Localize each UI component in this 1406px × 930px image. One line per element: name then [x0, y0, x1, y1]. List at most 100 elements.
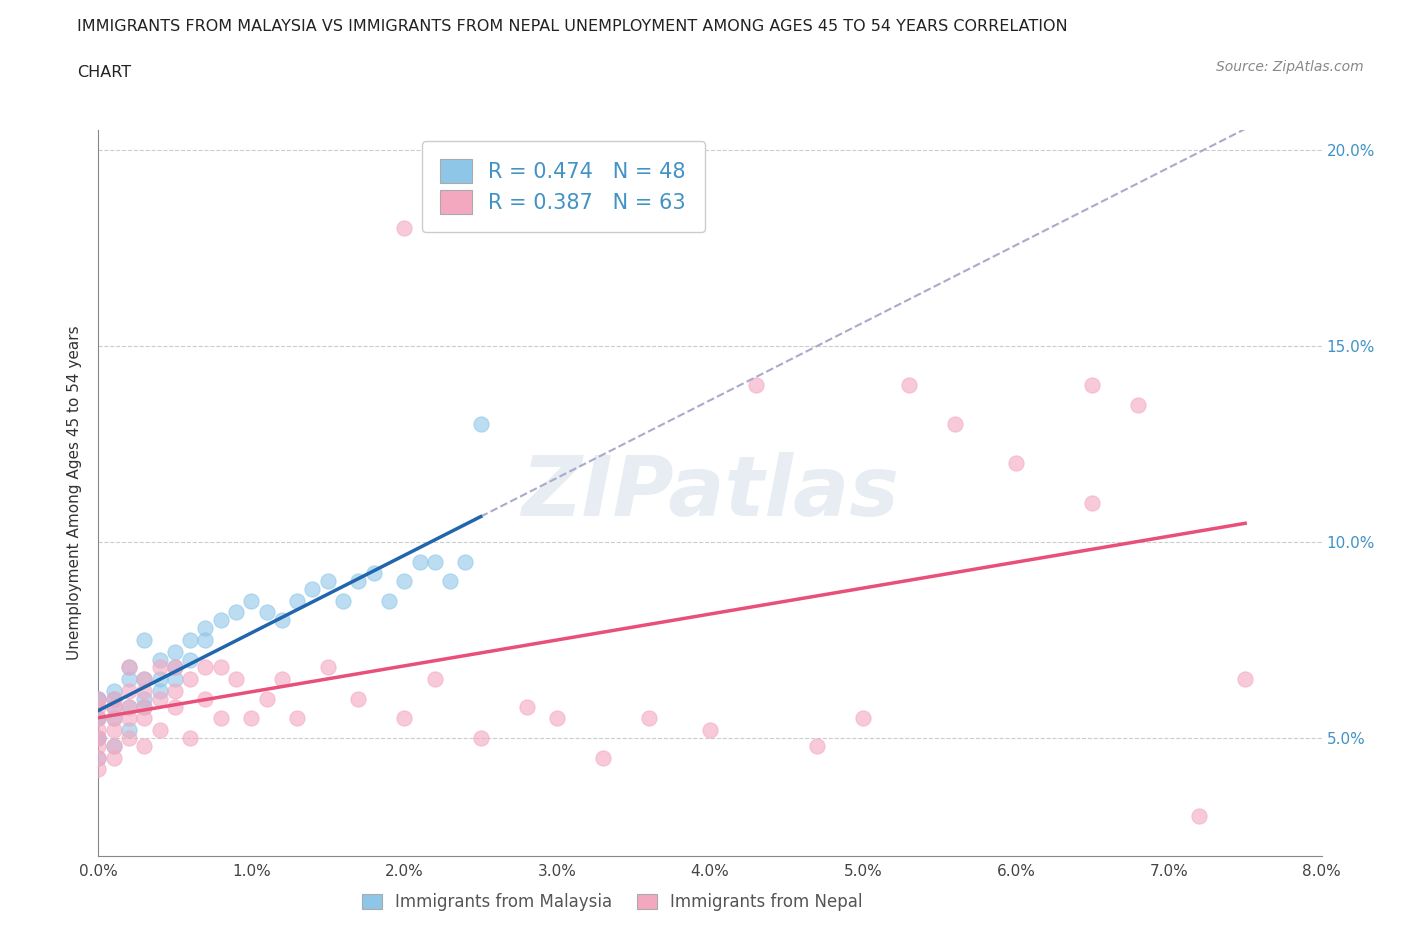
Point: [87, 731, 110, 746]
Point: [852, 711, 875, 725]
Point: [149, 723, 172, 737]
Point: [225, 671, 247, 686]
Point: [103, 751, 125, 765]
Point: [87, 691, 110, 706]
Point: [240, 593, 263, 608]
Point: [87, 691, 110, 706]
Point: [347, 691, 370, 706]
Point: [134, 738, 156, 753]
Point: [87, 711, 110, 725]
Point: [439, 574, 461, 589]
Point: [103, 691, 125, 706]
Legend: Immigrants from Malaysia, Immigrants from Nepal: Immigrants from Malaysia, Immigrants fro…: [353, 885, 872, 920]
Point: [149, 660, 172, 675]
Point: [745, 378, 768, 392]
Point: [118, 699, 141, 714]
Point: [118, 731, 141, 746]
Point: [87, 738, 110, 753]
Point: [134, 699, 156, 714]
Y-axis label: Unemployment Among Ages 45 to 54 years: Unemployment Among Ages 45 to 54 years: [67, 326, 83, 660]
Point: [470, 417, 492, 432]
Point: [103, 738, 125, 753]
Point: [392, 711, 416, 725]
Text: ZIPatlas: ZIPatlas: [522, 452, 898, 534]
Point: [806, 738, 828, 753]
Point: [516, 699, 538, 714]
Point: [699, 723, 721, 737]
Point: [134, 684, 156, 698]
Point: [592, 751, 614, 765]
Point: [1081, 378, 1104, 392]
Point: [149, 691, 172, 706]
Point: [134, 671, 156, 686]
Point: [134, 691, 156, 706]
Point: [103, 691, 125, 706]
Point: [179, 632, 201, 647]
Point: [209, 711, 232, 725]
Point: [392, 220, 416, 235]
Point: [87, 762, 110, 777]
Point: [240, 711, 263, 725]
Point: [1128, 397, 1150, 412]
Point: [1004, 456, 1026, 471]
Point: [149, 652, 172, 667]
Point: [149, 684, 172, 698]
Point: [332, 593, 354, 608]
Point: [87, 731, 110, 746]
Point: [87, 751, 110, 765]
Point: [897, 378, 920, 392]
Point: [103, 699, 125, 714]
Point: [87, 731, 110, 746]
Point: [423, 554, 446, 569]
Point: [209, 660, 232, 675]
Text: CHART: CHART: [77, 65, 131, 80]
Point: [179, 671, 201, 686]
Point: [1081, 496, 1104, 511]
Point: [118, 711, 141, 725]
Point: [256, 691, 278, 706]
Point: [179, 731, 201, 746]
Point: [470, 731, 492, 746]
Point: [103, 699, 125, 714]
Point: [118, 723, 141, 737]
Point: [637, 711, 661, 725]
Point: [194, 620, 217, 635]
Point: [347, 574, 370, 589]
Point: [134, 711, 156, 725]
Point: [378, 593, 401, 608]
Point: [87, 711, 110, 725]
Point: [408, 554, 430, 569]
Point: [194, 691, 217, 706]
Point: [163, 660, 186, 675]
Point: [163, 671, 186, 686]
Point: [285, 711, 308, 725]
Point: [118, 699, 141, 714]
Text: IMMIGRANTS FROM MALAYSIA VS IMMIGRANTS FROM NEPAL UNEMPLOYMENT AMONG AGES 45 TO : IMMIGRANTS FROM MALAYSIA VS IMMIGRANTS F…: [77, 19, 1069, 33]
Point: [118, 660, 141, 675]
Point: [163, 644, 186, 659]
Point: [1188, 809, 1211, 824]
Point: [103, 738, 125, 753]
Point: [316, 574, 339, 589]
Point: [103, 711, 125, 725]
Point: [103, 723, 125, 737]
Point: [270, 613, 294, 628]
Point: [163, 660, 186, 675]
Point: [363, 565, 385, 580]
Point: [87, 699, 110, 714]
Point: [87, 711, 110, 725]
Point: [1234, 671, 1257, 686]
Point: [87, 723, 110, 737]
Point: [163, 699, 186, 714]
Point: [163, 684, 186, 698]
Point: [103, 711, 125, 725]
Point: [179, 652, 201, 667]
Point: [194, 632, 217, 647]
Point: [134, 671, 156, 686]
Point: [546, 711, 568, 725]
Point: [285, 593, 308, 608]
Point: [134, 632, 156, 647]
Point: [392, 574, 416, 589]
Point: [301, 581, 323, 596]
Point: [270, 671, 294, 686]
